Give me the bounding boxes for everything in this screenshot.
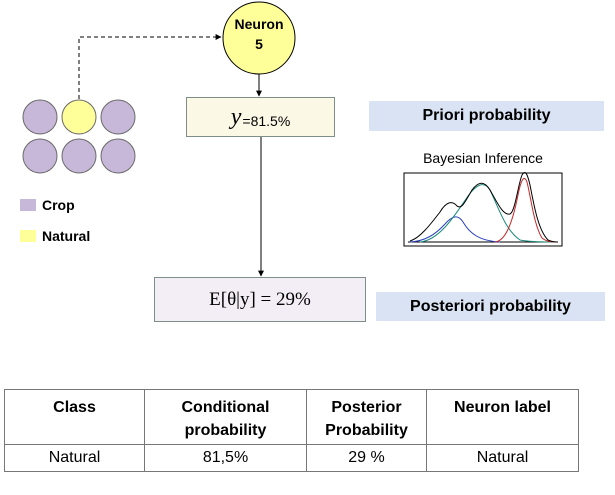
dashed-arrow (79, 37, 221, 99)
table-header-row: Class Conditional probability Posterior … (5, 390, 579, 445)
neuron-label-line2: 5 (222, 34, 296, 54)
neuron-label-line1: Neuron (222, 14, 296, 34)
results-table: Class Conditional probability Posterior … (4, 389, 579, 472)
legend-label-crop: Crop (42, 197, 75, 213)
priori-value: =81.5% (242, 113, 290, 129)
table-cell: 29 % (307, 445, 427, 472)
bayes-plot (404, 172, 562, 246)
legend-swatch-natural (20, 230, 36, 242)
posterior-expression: E[θ|y] = 29% (209, 289, 311, 311)
table-header: Conditional probability (145, 390, 307, 445)
priori-probability-tag: Priori probability (369, 101, 604, 131)
priori-value-box: y =81.5% (186, 97, 335, 137)
crop-cell (62, 139, 96, 173)
neuron-label: Neuron 5 (222, 14, 296, 54)
table-header: Class (5, 390, 145, 445)
legend-label-natural: Natural (42, 228, 90, 244)
posterior-value-box: E[θ|y] = 29% (154, 277, 366, 322)
table-cell: Natural (427, 445, 579, 472)
crop-cell (101, 139, 135, 173)
posteriori-probability-tag: Posteriori probability (376, 292, 605, 321)
y-symbol: y (231, 104, 242, 131)
crop-cell (101, 100, 135, 134)
crop-cell (23, 100, 57, 134)
table-row: Natural 81,5% 29 % Natural (5, 445, 579, 472)
table-header: Posterior Probability (307, 390, 427, 445)
table-cell: Natural (5, 445, 145, 472)
crop-cell (23, 139, 57, 173)
table-cell: 81,5% (145, 445, 307, 472)
natural-cell (62, 100, 96, 134)
table-header: Neuron label (427, 390, 579, 445)
legend-swatch-crop (20, 199, 36, 211)
bayes-title: Bayesian Inference (404, 150, 562, 166)
posteriori-probability-label: Posteriori probability (410, 298, 571, 316)
priori-probability-label: Priori probability (422, 107, 550, 125)
cell-grid (23, 100, 135, 173)
